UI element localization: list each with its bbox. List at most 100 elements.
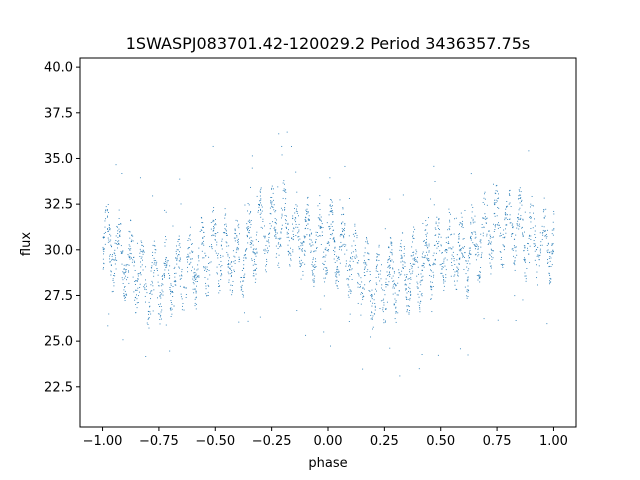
data-point [252, 251, 254, 253]
data-point [331, 210, 333, 212]
data-point [117, 243, 119, 245]
data-point [235, 219, 237, 221]
data-point [243, 260, 245, 262]
data-point [296, 205, 298, 207]
data-point [275, 223, 277, 225]
data-point [319, 209, 321, 210]
data-point [264, 225, 265, 227]
data-point [153, 260, 155, 262]
data-point [150, 298, 152, 300]
data-point [493, 223, 495, 225]
data-point [443, 262, 445, 264]
data-point [335, 282, 337, 284]
data-point [277, 186, 279, 188]
data-point [110, 274, 112, 276]
data-point [454, 271, 456, 273]
data-point [259, 316, 261, 318]
data-point [499, 227, 501, 228]
data-point [470, 236, 471, 238]
data-point [266, 260, 268, 262]
data-point [443, 278, 445, 280]
data-point [393, 271, 395, 273]
data-point [450, 248, 452, 250]
data-point [224, 224, 225, 226]
data-point [281, 154, 283, 156]
data-point [295, 210, 297, 212]
data-point [276, 232, 278, 234]
data-point [527, 249, 529, 251]
data-point [546, 236, 548, 238]
data-point [269, 207, 271, 209]
data-point [389, 276, 391, 278]
data-point [216, 244, 218, 246]
data-point [467, 285, 469, 287]
data-point [149, 292, 151, 294]
data-point [111, 259, 112, 261]
data-point [253, 272, 255, 274]
data-point [319, 227, 321, 229]
data-point [352, 251, 354, 253]
data-point [462, 220, 464, 222]
data-point [193, 292, 195, 294]
data-point [393, 280, 395, 282]
data-point [296, 211, 298, 212]
data-point [328, 244, 330, 246]
data-point [387, 266, 389, 268]
data-point [394, 287, 395, 289]
data-point [111, 246, 113, 248]
data-point [404, 266, 406, 267]
data-point [393, 303, 395, 305]
data-point [511, 233, 513, 235]
data-point [335, 255, 337, 257]
data-point [118, 243, 120, 245]
data-point [321, 227, 322, 228]
data-point [341, 245, 343, 247]
data-point [400, 243, 402, 245]
data-point [519, 218, 521, 220]
data-point [551, 245, 553, 246]
data-point [541, 225, 543, 227]
data-point [413, 254, 414, 256]
data-point [349, 260, 351, 262]
data-point [440, 263, 442, 265]
data-point [419, 311, 421, 313]
data-point [412, 237, 414, 239]
data-point [250, 212, 251, 214]
data-point [259, 200, 261, 202]
data-point [115, 240, 117, 241]
data-point [538, 258, 540, 260]
data-point [308, 219, 310, 221]
data-point [426, 257, 428, 259]
data-point [103, 248, 105, 250]
data-point [479, 276, 481, 278]
data-point [306, 213, 308, 215]
data-point [252, 275, 254, 277]
data-point [127, 254, 129, 256]
data-point [392, 261, 394, 263]
data-point [395, 321, 397, 323]
data-point [210, 228, 212, 230]
data-point [438, 229, 440, 230]
data-point [375, 268, 377, 270]
data-point [273, 204, 275, 206]
data-point [138, 291, 140, 293]
data-point [191, 243, 193, 245]
data-point [434, 263, 436, 265]
data-point [145, 301, 146, 303]
data-point [347, 294, 349, 296]
data-point [371, 318, 373, 320]
data-point [248, 213, 250, 215]
data-point [403, 268, 404, 269]
data-point [413, 231, 414, 233]
data-point [545, 208, 547, 210]
data-point [466, 289, 468, 291]
data-point [551, 253, 553, 255]
data-point [364, 261, 366, 263]
data-point [475, 248, 477, 250]
data-point [124, 286, 125, 288]
data-point [255, 273, 257, 275]
data-point [245, 258, 247, 260]
data-point [336, 279, 338, 281]
data-point [220, 279, 222, 280]
data-point [388, 265, 390, 267]
